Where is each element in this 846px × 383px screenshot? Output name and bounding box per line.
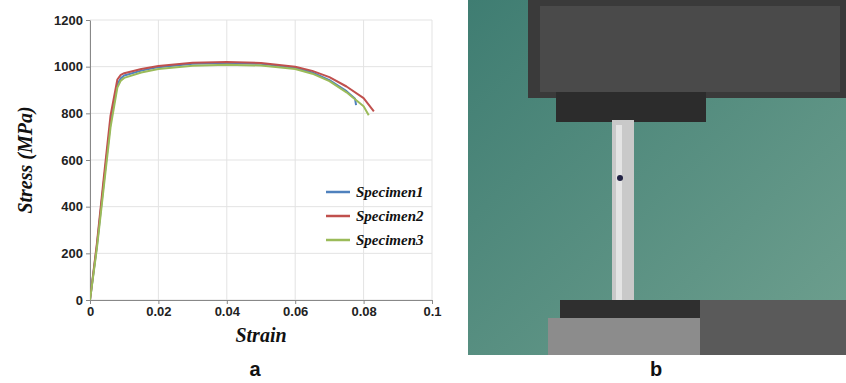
series-line (90, 62, 374, 300)
upper-grip-face (540, 6, 840, 92)
tick-label: 0 (76, 293, 83, 308)
tick: 400 (61, 199, 90, 214)
tick: 200 (61, 246, 90, 261)
grid-line-x (295, 20, 296, 300)
tick-label: 0.08 (351, 304, 376, 319)
tick: 800 (61, 106, 90, 121)
grid-line-y (90, 160, 432, 161)
specimen (612, 120, 634, 305)
axis-line (90, 21, 91, 301)
tick-label: 0 (87, 304, 94, 319)
legend-label: Specimen2 (356, 208, 424, 224)
grid-line-x (432, 20, 433, 300)
tick-mark (86, 207, 90, 208)
legend-swatch (326, 239, 350, 242)
tick-mark (86, 300, 90, 301)
panel-label: b (650, 358, 662, 380)
tick: 600 (61, 153, 90, 168)
legend-label: Specimen1 (356, 184, 424, 200)
tick-label: 200 (61, 246, 83, 261)
grid-line-x (363, 20, 364, 300)
tick-mark (86, 160, 90, 161)
x-axis: 0 0.02 0.04 0.06 0.08 0.1 (87, 300, 442, 319)
photo-panel: b (468, 0, 846, 380)
upper-clamp (556, 92, 706, 122)
tick-label: 0.02 (146, 304, 171, 319)
specimen-mark (617, 175, 623, 181)
tick: 0.04 (215, 300, 241, 319)
tick-label: 1000 (54, 59, 83, 74)
tick-label: 0.04 (215, 304, 241, 319)
legend-item: Specimen2 (326, 208, 424, 224)
grid-line-x (158, 20, 159, 300)
tick: 0.08 (351, 300, 376, 319)
tick: 0.06 (283, 300, 308, 319)
tick-label: 800 (61, 106, 83, 121)
lower-bracket (700, 300, 846, 355)
axis-line (91, 300, 433, 301)
legend: Specimen1 Specimen2 Specimen3 (326, 184, 424, 248)
tick-mark (86, 253, 90, 254)
legend-item: Specimen3 (326, 232, 424, 248)
tick: 1200 (54, 13, 90, 28)
tick-label: 0.06 (283, 304, 308, 319)
tick-label: 1200 (54, 13, 83, 28)
upper-grip-body (528, 0, 846, 98)
tick-label: 600 (61, 153, 83, 168)
figure: 0 0.02 0.04 0.06 0.08 0.1 0 200 400 600 800 1000 120… (0, 0, 846, 383)
legend-swatch (326, 215, 350, 218)
y-axis-title: Stress (MPa) (14, 106, 37, 213)
tick-mark (86, 67, 90, 68)
grid-line-y (90, 20, 432, 21)
panel-label: a (249, 358, 261, 380)
grid-line-y (90, 253, 432, 254)
tick: 0.1 (423, 300, 441, 319)
tick-mark (86, 113, 90, 114)
grid (90, 20, 432, 300)
x-axis-title: Strain (235, 324, 286, 346)
grid-line-y (90, 300, 432, 301)
tick: 0 (87, 300, 94, 319)
tick-mark (86, 20, 90, 21)
tick-label: 0.1 (423, 304, 441, 319)
photo-background (468, 0, 846, 355)
y-axis: 0 200 400 600 800 1000 1200 (54, 13, 90, 308)
specimen-highlight (616, 125, 622, 300)
tick: 0 (76, 293, 90, 308)
grid-line-y (90, 113, 432, 114)
chart-panel: 0 0.02 0.04 0.06 0.08 0.1 0 200 400 600 800 1000 120… (14, 13, 442, 380)
tick: 1000 (54, 59, 90, 74)
plot-lines (90, 62, 374, 300)
legend-item: Specimen1 (326, 184, 424, 200)
series-line (90, 63, 356, 300)
series-line (90, 65, 369, 300)
legend-label: Specimen3 (356, 232, 424, 248)
tick: 0.02 (146, 300, 171, 319)
tick-label: 400 (61, 199, 83, 214)
legend-swatch (326, 191, 350, 194)
